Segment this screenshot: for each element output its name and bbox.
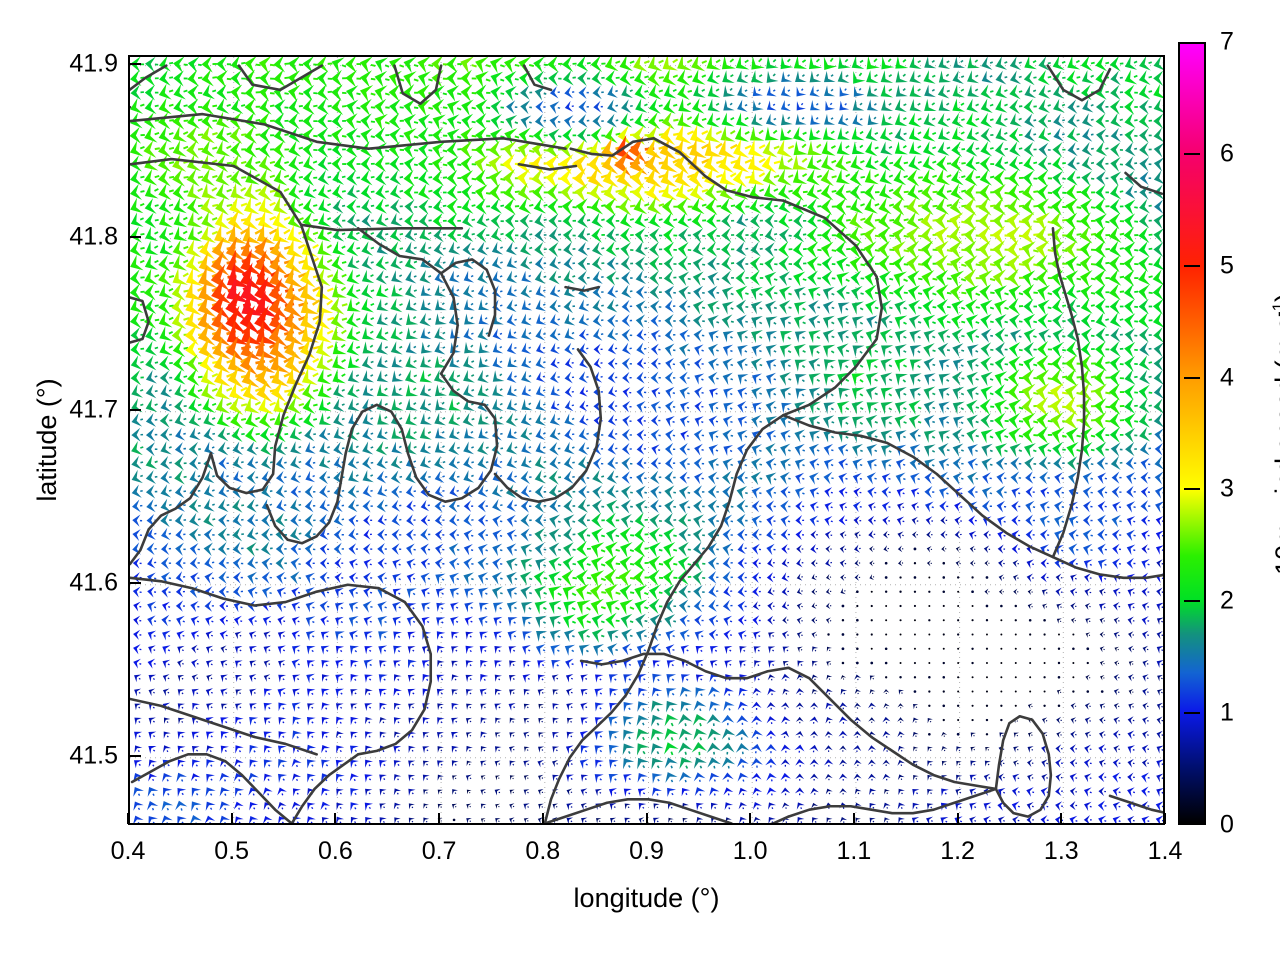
x-axis-tick-mark: [230, 813, 233, 824]
map-plot-area: [128, 55, 1165, 825]
y-axis-tick-mark: [130, 62, 141, 65]
wind-vector-field: [130, 57, 1163, 823]
x-axis-tick-mark: [438, 813, 441, 824]
x-axis-tick-label: 0.9: [629, 837, 664, 865]
colorbar-tick-label: 5: [1220, 251, 1234, 280]
x-axis-tick-label: 1.2: [940, 837, 975, 865]
y-axis-tick-label: 41.6: [69, 568, 118, 597]
colorbar-gradient: [1180, 44, 1204, 823]
y-axis-tick-mark: [130, 754, 141, 757]
colorbar-tick-label: 1: [1220, 698, 1234, 727]
x-axis-tick-mark: [1060, 813, 1063, 824]
x-axis-tick-mark: [334, 813, 337, 824]
x-axis-tick-label: 1.0: [732, 837, 768, 865]
y-axis-tick-mark: [130, 581, 141, 584]
x-axis-tick-label: 0.5: [214, 837, 250, 865]
colorbar-tick-mark: [1184, 376, 1201, 379]
coastline-contours: [130, 64, 1163, 823]
colorbar-tick-label: 7: [1220, 27, 1234, 56]
colorbar-tick-label: 3: [1220, 474, 1234, 503]
x-axis-tick-mark: [645, 813, 648, 824]
y-axis-tick-mark: [130, 408, 141, 411]
y-axis-tick-mark: [130, 235, 141, 238]
colorbar-tick-mark: [1184, 152, 1201, 155]
x-axis-tick-label: 1.1: [836, 837, 872, 865]
y-axis-tick-label: 41.5: [69, 741, 118, 770]
x-axis-tick-mark: [127, 813, 129, 824]
colorbar-tick-mark: [1184, 712, 1201, 715]
x-axis-tick-label: 0.7: [421, 837, 457, 865]
y-axis-tick-label: 41.7: [69, 395, 118, 424]
x-axis-tick-label: 0.6: [318, 837, 353, 865]
x-axis-tick-label: 1.3: [1043, 837, 1079, 865]
colorbar-tick-mark: [1184, 488, 1201, 491]
x-axis-tick-mark: [541, 813, 544, 824]
colorbar-tick-label: 2: [1220, 586, 1234, 615]
x-axis-tick-mark: [1164, 813, 1166, 824]
colorbar-tick-label: 0: [1220, 810, 1234, 839]
x-axis-tick-label: 0.4: [110, 837, 146, 865]
y-axis-tick-label: 41.9: [69, 49, 118, 78]
colorbar-title: 10m-wind speed (m s-1): [1269, 293, 1280, 575]
x-axis-tick-label: 0.8: [525, 837, 561, 865]
colorbar-tick-label: 4: [1220, 363, 1234, 392]
colorbar-tick-label: 6: [1220, 139, 1234, 168]
x-axis-tick-mark: [749, 813, 752, 824]
x-axis-tick-mark: [956, 813, 959, 824]
x-axis-title: longitude (°): [573, 883, 720, 913]
colorbar-tick-mark: [1184, 264, 1201, 267]
x-axis-tick-mark: [852, 813, 855, 824]
colorbar-tick-mark: [1184, 600, 1201, 603]
y-axis-tick-label: 41.8: [69, 222, 118, 251]
x-axis-tick-label: 1.4: [1147, 837, 1183, 865]
y-axis-title: latitude (°): [32, 378, 62, 502]
colorbar: [1178, 42, 1206, 825]
